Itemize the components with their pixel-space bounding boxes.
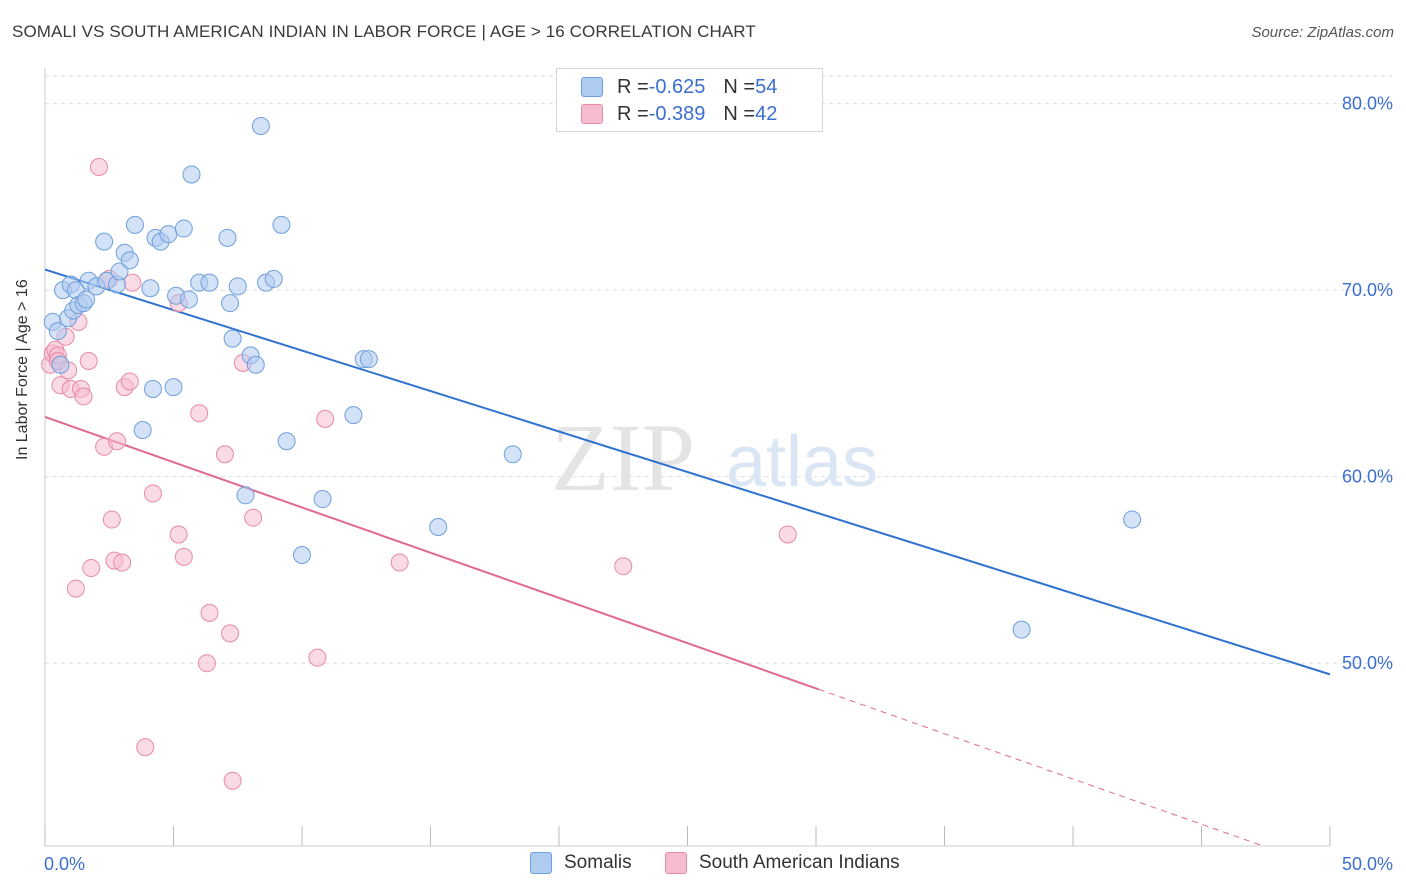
sai-point <box>221 624 240 643</box>
sai-point <box>120 372 139 391</box>
sai-point <box>197 654 216 673</box>
trend-lines <box>44 268 1331 847</box>
somali-point <box>218 228 237 247</box>
sai-point <box>82 559 101 578</box>
sai-swatch <box>581 104 603 124</box>
sai-point <box>200 603 219 622</box>
somali-point <box>272 215 291 234</box>
somali-legend-label: Somalis <box>564 852 632 873</box>
y-tick-label: 60.0% <box>1342 467 1393 487</box>
somali-point <box>110 262 129 281</box>
somali-legend-swatch <box>530 852 552 874</box>
somali-point <box>48 322 67 341</box>
x-tick-label: 0.0% <box>44 854 85 874</box>
somali-point <box>179 290 198 309</box>
somali-point <box>125 215 144 234</box>
somali-trend-line <box>44 268 1331 676</box>
sai-trend-line <box>818 688 1264 847</box>
y-tick-label: 80.0% <box>1342 94 1393 114</box>
somali-point <box>228 277 247 296</box>
somali-point <box>77 290 96 309</box>
y-axis-label: In Labor Force | Age > 16 <box>14 279 31 460</box>
somali-point <box>182 165 201 184</box>
series-south-american-indians <box>41 158 797 790</box>
somali-point <box>264 269 283 288</box>
sai-point <box>143 484 162 503</box>
source-label: Source: ZipAtlas.com <box>1251 24 1394 41</box>
somali-point <box>200 273 219 292</box>
sai-point <box>190 404 209 423</box>
somali-point <box>174 219 193 238</box>
y-tick-label: 70.0% <box>1342 280 1393 300</box>
somali-point <box>313 490 332 509</box>
somali-point <box>246 355 265 374</box>
sai-point <box>107 432 126 451</box>
legend-row-south-american-indians: R = -0.389 N = 42 <box>581 102 777 126</box>
somali-point <box>236 486 255 505</box>
somali-point <box>293 546 311 564</box>
watermark-zip: ZIP <box>551 404 695 511</box>
somali-point <box>120 251 139 270</box>
somali-point <box>223 329 242 348</box>
sai-point <box>244 508 263 527</box>
somali-point <box>221 294 240 313</box>
sai-legend-swatch <box>665 852 687 874</box>
somali-point <box>133 421 152 440</box>
somali-point <box>164 378 183 397</box>
somali-point <box>251 116 270 135</box>
sai-point <box>778 525 797 544</box>
somali-swatch <box>581 77 603 97</box>
sai-point <box>102 510 121 529</box>
n-value: 54 <box>755 75 778 98</box>
chart-title: SOMALI VS SOUTH AMERICAN INDIAN IN LABOR… <box>12 22 756 41</box>
sai-point <box>89 158 108 176</box>
n-label: N = <box>723 102 756 125</box>
sai-point <box>614 557 633 576</box>
sai-point <box>113 553 132 572</box>
somali-point <box>503 445 522 464</box>
sai-point <box>215 445 234 464</box>
somali-point <box>51 355 70 374</box>
sai-point <box>308 648 327 667</box>
sai-point <box>223 771 242 790</box>
sai-point <box>66 579 85 598</box>
r-label: R = <box>617 75 649 98</box>
r-value: -0.389 <box>648 102 706 125</box>
sai-point <box>316 409 335 428</box>
sai-point <box>79 352 98 370</box>
watermark: ZIP atlas <box>551 404 878 511</box>
series-somalis <box>43 116 1142 639</box>
somali-point <box>429 518 448 537</box>
somali-point <box>141 279 160 298</box>
watermark-atlas: atlas <box>726 422 878 502</box>
correlation-legend: R = -0.625 N = 54 R = -0.389 N = 42 <box>556 68 823 132</box>
r-value: -0.625 <box>648 75 706 98</box>
x-tick-label: 50.0% <box>1342 854 1393 874</box>
sai-legend-label: South American Indians <box>699 852 900 873</box>
legend-row-somalis: R = -0.625 N = 54 <box>581 75 777 99</box>
somali-point <box>1012 620 1031 639</box>
y-tick-label: 50.0% <box>1342 653 1393 673</box>
somali-point <box>277 432 296 451</box>
sai-point <box>169 525 188 544</box>
sai-point <box>390 553 409 572</box>
bottom-legend-south-american-indians: South American Indians <box>665 852 900 874</box>
somali-point <box>159 225 178 244</box>
sai-trend-line <box>44 416 819 691</box>
n-value: 42 <box>755 102 778 125</box>
somali-point <box>359 350 378 369</box>
somali-point <box>344 406 363 425</box>
somali-point <box>95 232 114 251</box>
n-label: N = <box>723 75 756 98</box>
somali-point <box>143 379 162 398</box>
sai-point <box>74 387 93 406</box>
sai-point <box>174 547 193 566</box>
sai-point <box>136 738 155 757</box>
somali-point <box>1123 510 1142 529</box>
bottom-legend-somalis: Somalis <box>530 852 632 874</box>
tick-labels: 50.0% 60.0% 70.0% 80.0% 0.0% 50.0% <box>44 94 1393 874</box>
axes <box>44 68 1331 847</box>
r-label: R = <box>617 102 649 125</box>
